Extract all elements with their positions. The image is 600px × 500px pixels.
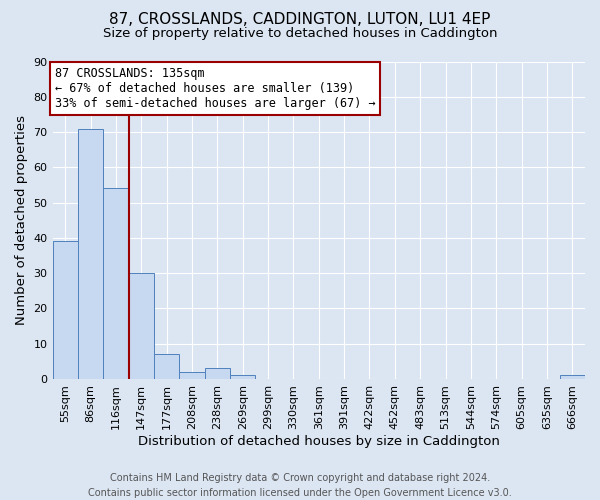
Bar [560,376,585,379]
Text: Size of property relative to detached houses in Caddington: Size of property relative to detached ho… [103,28,497,40]
Bar [78,128,103,379]
Bar [128,273,154,379]
Bar [154,354,179,379]
Text: 87, CROSSLANDS, CADDINGTON, LUTON, LU1 4EP: 87, CROSSLANDS, CADDINGTON, LUTON, LU1 4… [109,12,491,28]
Text: Contains HM Land Registry data © Crown copyright and database right 2024.
Contai: Contains HM Land Registry data © Crown c… [88,472,512,498]
Y-axis label: Number of detached properties: Number of detached properties [15,115,28,325]
Bar [230,376,256,379]
X-axis label: Distribution of detached houses by size in Caddington: Distribution of detached houses by size … [138,434,500,448]
Bar [179,372,205,379]
Bar [205,368,230,379]
Bar [103,188,128,379]
Bar [53,242,78,379]
Text: 87 CROSSLANDS: 135sqm
← 67% of detached houses are smaller (139)
33% of semi-det: 87 CROSSLANDS: 135sqm ← 67% of detached … [55,67,376,110]
